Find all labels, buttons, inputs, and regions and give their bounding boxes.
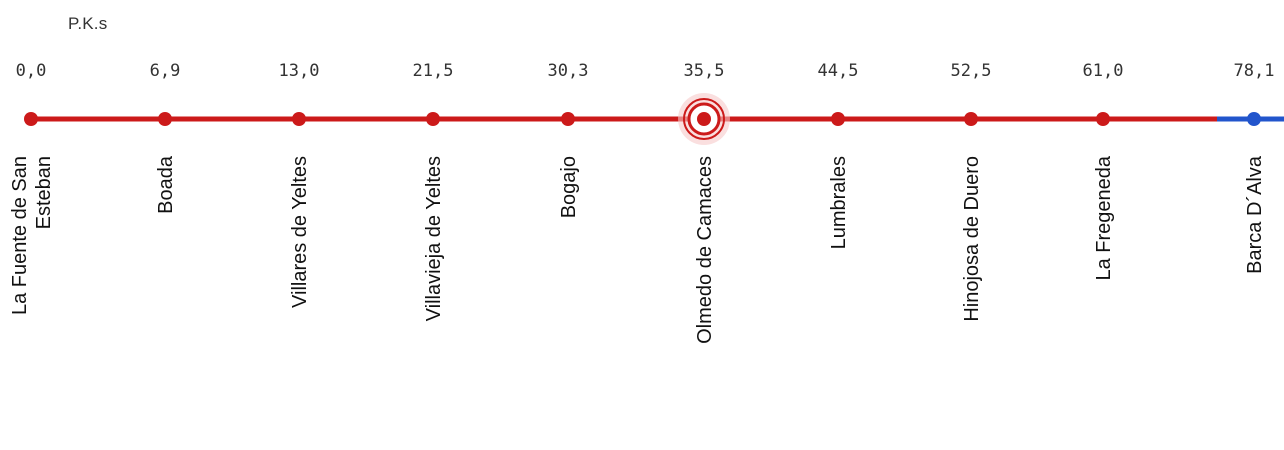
pk-header-label: P.K.s: [68, 14, 108, 33]
station-pk-value: 21,5: [413, 61, 454, 81]
station-dot[interactable]: [426, 112, 440, 126]
station-pk-value: 44,5: [818, 61, 859, 81]
station-pk-value: 0,0: [16, 61, 47, 81]
station-name-group: Olmedo de Camaces: [694, 156, 716, 344]
current-station-outer-ring: [683, 98, 725, 140]
station-name[interactable]: Boada: [155, 155, 177, 214]
current-station-dot[interactable]: [697, 112, 711, 126]
station-name-group: Lumbrales: [828, 156, 850, 249]
station-name-group: Barca D´Alva: [1244, 155, 1266, 274]
station-name[interactable]: Hinojosa de Duero: [961, 156, 983, 322]
station-name-group: Villavieja de Yeltes: [423, 156, 445, 321]
station-dot[interactable]: [24, 112, 38, 126]
station-name-group: Villares de Yeltes: [289, 156, 311, 308]
station-pk-value: 35,5: [684, 61, 725, 81]
station-name-group: Boada: [155, 155, 177, 214]
station-dot[interactable]: [561, 112, 575, 126]
station-name[interactable]: Esteban: [33, 156, 55, 229]
station-pk-value: 6,9: [150, 61, 181, 81]
station-pk-value: 52,5: [951, 61, 992, 81]
station-name[interactable]: Villavieja de Yeltes: [423, 156, 445, 321]
station-dot[interactable]: [1247, 112, 1261, 126]
stations-group: 0,0 La Fuente de San Esteban 6,9 Boada 13,0 Vi…: [9, 61, 1274, 344]
station-pk-value: 13,0: [279, 61, 320, 81]
station-name[interactable]: Barca D´Alva: [1244, 155, 1266, 274]
station-name[interactable]: La Fuente de San: [9, 156, 31, 315]
station-dot[interactable]: [292, 112, 306, 126]
station-pk-value: 61,0: [1083, 61, 1124, 81]
station-dot[interactable]: [831, 112, 845, 126]
station-name-group: La Fregeneda: [1093, 155, 1115, 280]
station-pk-value: 78,1: [1234, 61, 1275, 81]
station-name-group: La Fuente de San Esteban: [9, 156, 55, 315]
station-name[interactable]: Olmedo de Camaces: [694, 156, 716, 344]
station-dot[interactable]: [1096, 112, 1110, 126]
station-name[interactable]: Villares de Yeltes: [289, 156, 311, 308]
station-dot[interactable]: [158, 112, 172, 126]
station-dot[interactable]: [964, 112, 978, 126]
station-name-group: Bogajo: [558, 156, 580, 218]
station-name[interactable]: La Fregeneda: [1093, 155, 1115, 280]
station-name-group: Hinojosa de Duero: [961, 156, 983, 322]
station-name[interactable]: Lumbrales: [828, 156, 850, 249]
station-pk-value: 30,3: [548, 61, 589, 81]
station-name[interactable]: Bogajo: [558, 156, 580, 218]
